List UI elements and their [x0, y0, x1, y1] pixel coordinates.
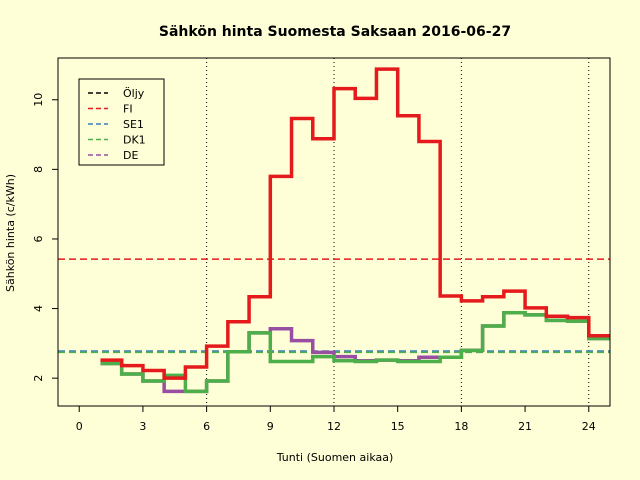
- x-tick-label: 12: [327, 420, 341, 433]
- x-tick-label: 6: [203, 420, 210, 433]
- legend-label-de: DE: [123, 149, 138, 162]
- y-tick-label: 10: [32, 93, 45, 107]
- y-tick-label: 2: [32, 375, 45, 382]
- chart-title: Sähkön hinta Suomesta Saksaan 2016-06-27: [159, 24, 511, 40]
- x-tick-label: 0: [76, 420, 83, 433]
- y-tick-label: 8: [32, 166, 45, 173]
- legend-label-se1: SE1: [123, 118, 144, 131]
- x-tick-label: 21: [518, 420, 532, 433]
- legend-label-oljy: Öljy: [123, 87, 145, 100]
- x-tick-label: 15: [391, 420, 405, 433]
- y-tick-label: 6: [32, 235, 45, 242]
- x-tick-label: 18: [454, 420, 468, 433]
- legend-label-fi: FI: [123, 103, 133, 116]
- series-dk1: [100, 310, 610, 394]
- legend-label-dk1: DK1: [123, 134, 146, 147]
- y-tick-label: 4: [32, 305, 45, 312]
- series-fi: [100, 67, 610, 380]
- x-axis-label: Tunti (Suomen aikaa): [276, 451, 394, 464]
- legend-box: [78, 78, 165, 166]
- y-axis-label: Sähkön hinta (c/kWh): [4, 174, 17, 292]
- x-tick-label: 3: [139, 420, 146, 433]
- legend: Öljy FI SE1 DK1 DE: [78, 78, 165, 166]
- x-tick-label: 9: [267, 420, 274, 433]
- x-tick-label: 24: [582, 420, 596, 433]
